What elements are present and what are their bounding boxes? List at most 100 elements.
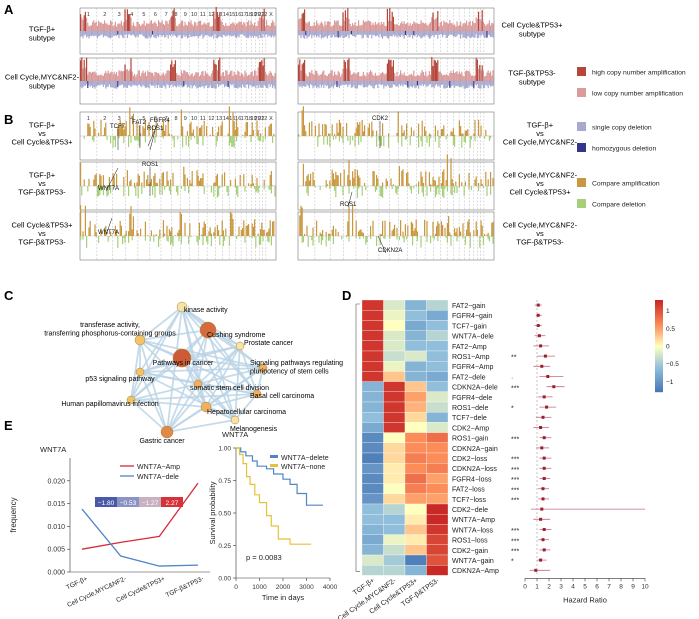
amp-bar bbox=[119, 23, 121, 31]
del-bar bbox=[190, 81, 192, 86]
amp-bar bbox=[346, 17, 348, 31]
compare-del-bar bbox=[118, 136, 120, 139]
heatmap-cell bbox=[383, 514, 406, 525]
amp-bar bbox=[218, 60, 220, 81]
amp-bar bbox=[325, 75, 327, 81]
amp-bar bbox=[82, 68, 84, 81]
del-bar bbox=[144, 81, 146, 88]
amp-bar bbox=[183, 25, 185, 31]
compare-del-bar bbox=[113, 186, 115, 189]
del-bar bbox=[243, 31, 245, 36]
del-bar bbox=[335, 31, 337, 38]
compare-del-bar bbox=[342, 186, 344, 196]
compare-del-bar bbox=[168, 186, 170, 191]
hr-point bbox=[537, 334, 541, 338]
amp-bar bbox=[240, 72, 242, 81]
heatmap-cell bbox=[426, 524, 449, 535]
amp-bar bbox=[153, 22, 155, 31]
del-bar bbox=[454, 81, 456, 88]
del-bar bbox=[311, 81, 313, 86]
del-bar bbox=[234, 81, 236, 89]
amp-bar bbox=[125, 69, 127, 81]
del-bar bbox=[346, 31, 348, 37]
amp-bar bbox=[455, 26, 457, 31]
del-bar bbox=[342, 31, 344, 39]
compare-amp-bar bbox=[150, 178, 152, 186]
amp-bar bbox=[322, 23, 324, 31]
compare-del-bar bbox=[274, 186, 276, 197]
network-edge bbox=[130, 306, 183, 401]
amp-bar bbox=[98, 20, 100, 31]
amp-bar bbox=[456, 21, 458, 31]
amp-bar bbox=[421, 22, 423, 31]
amp-bar bbox=[136, 74, 138, 81]
amp-bar bbox=[135, 26, 137, 31]
track-ccmyc bbox=[79, 57, 277, 105]
label-line: Cell Cycle&TP53+ bbox=[509, 188, 571, 197]
compare-amp-bar bbox=[437, 130, 439, 136]
del-bar bbox=[326, 81, 328, 86]
amp-bar bbox=[458, 71, 460, 81]
amp-bar bbox=[319, 74, 321, 81]
compare-del-bar bbox=[380, 186, 382, 197]
amp-bar bbox=[377, 75, 379, 81]
del-bar bbox=[365, 31, 367, 36]
compare-amp-bar bbox=[95, 232, 97, 236]
colorbar-step bbox=[655, 318, 663, 320]
amp-bar bbox=[89, 71, 91, 81]
compare-del-bar bbox=[244, 236, 246, 243]
compare-amp-bar bbox=[353, 177, 355, 186]
compare-amp-bar bbox=[425, 130, 427, 136]
del-bar bbox=[156, 81, 158, 88]
gene-label: CDKN2A bbox=[378, 248, 402, 254]
amp-bar bbox=[475, 17, 477, 31]
legend-label: single copy deletion bbox=[592, 125, 652, 132]
del-bar bbox=[268, 81, 270, 85]
amp-bar bbox=[256, 75, 258, 81]
heatmap-cell bbox=[404, 310, 427, 321]
amp-bar bbox=[380, 73, 382, 81]
amp-bar bbox=[400, 70, 402, 81]
amp-bar bbox=[343, 60, 345, 81]
panel-letter-b: B bbox=[4, 112, 13, 127]
heatmap-cell bbox=[404, 483, 427, 494]
del-bar bbox=[379, 81, 381, 85]
amp-bar bbox=[468, 21, 470, 31]
del-bar bbox=[389, 31, 391, 36]
legend-swatch bbox=[577, 199, 586, 208]
chromosome-label: 11 bbox=[200, 116, 206, 122]
heatmap-cell bbox=[361, 299, 384, 311]
del-bar bbox=[304, 81, 306, 87]
del-bar bbox=[354, 31, 356, 38]
compare-del-bar bbox=[416, 236, 418, 241]
heatmap-cell bbox=[426, 432, 449, 443]
del-bar bbox=[426, 31, 428, 35]
compare-amp-bar bbox=[88, 178, 90, 186]
del-bar bbox=[446, 31, 448, 38]
amp-bar bbox=[148, 23, 150, 31]
network-edge bbox=[130, 393, 258, 401]
del-bar bbox=[328, 31, 330, 36]
del-bar bbox=[436, 81, 438, 85]
del-bar bbox=[213, 31, 215, 39]
compare-amp-bar bbox=[88, 227, 90, 236]
compare-del-bar bbox=[365, 236, 367, 245]
amp-bar bbox=[449, 72, 451, 81]
compare-amp-bar bbox=[331, 169, 333, 186]
del-bar bbox=[119, 81, 121, 86]
compare-amp-bar bbox=[198, 180, 200, 186]
colorbar-step bbox=[655, 369, 663, 371]
compare-amp-bar bbox=[425, 171, 427, 186]
pathway-node bbox=[200, 401, 212, 413]
compare-amp-bar bbox=[301, 207, 303, 236]
amp-bar bbox=[317, 73, 319, 81]
amp-bar bbox=[481, 65, 483, 81]
del-bar bbox=[159, 31, 161, 35]
compare-del-bar bbox=[197, 236, 199, 246]
amp-bar bbox=[373, 24, 375, 31]
amp-bar bbox=[311, 26, 313, 31]
del-bar bbox=[82, 81, 84, 88]
amp-bar bbox=[262, 65, 264, 81]
compare-amp-bar bbox=[161, 126, 163, 136]
amp-bar bbox=[221, 73, 223, 81]
